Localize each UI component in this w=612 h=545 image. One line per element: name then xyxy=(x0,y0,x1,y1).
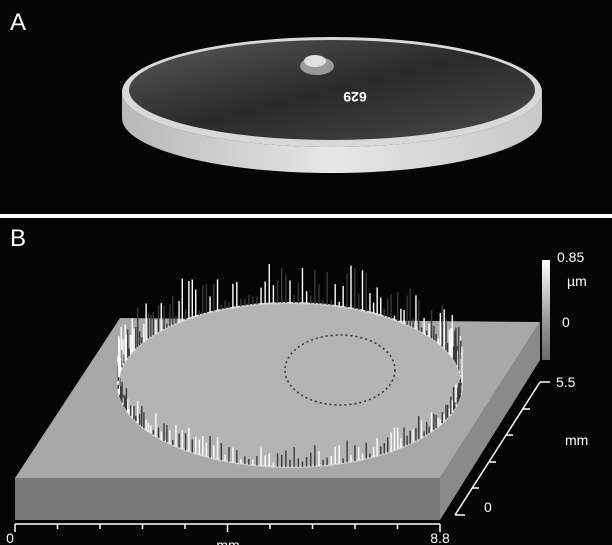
disc: 629 xyxy=(122,37,542,173)
panel-label: A xyxy=(10,9,26,36)
color-scale-tick: 0.85 xyxy=(557,249,584,265)
disc-side xyxy=(122,92,542,173)
y-axis xyxy=(454,381,550,516)
color-scale-unit: µm xyxy=(567,273,587,289)
disc-top xyxy=(129,40,535,140)
x-axis xyxy=(14,523,441,532)
slab-side xyxy=(440,322,540,520)
surface-slab xyxy=(15,263,540,520)
y-tick-label: 0 xyxy=(484,499,492,515)
color-bar xyxy=(542,260,550,360)
coffee-ring-spikes xyxy=(117,263,463,467)
inner-ring xyxy=(284,334,396,406)
droplet-highlight xyxy=(304,55,326,67)
panel-label: B xyxy=(10,225,26,252)
y-axis-label: mm xyxy=(565,432,588,448)
x-tick-label: 0 xyxy=(6,530,14,545)
y-axis-line xyxy=(454,381,541,516)
slab-front xyxy=(15,478,440,520)
panel-separator xyxy=(0,214,612,218)
x-axis-label: mm xyxy=(216,537,239,545)
x-tick-label: 8.8 xyxy=(430,530,450,545)
y-tick-label: 5.5 xyxy=(556,374,576,390)
engraving: 629 xyxy=(343,89,367,105)
color-scale-tick: 0 xyxy=(562,314,570,330)
